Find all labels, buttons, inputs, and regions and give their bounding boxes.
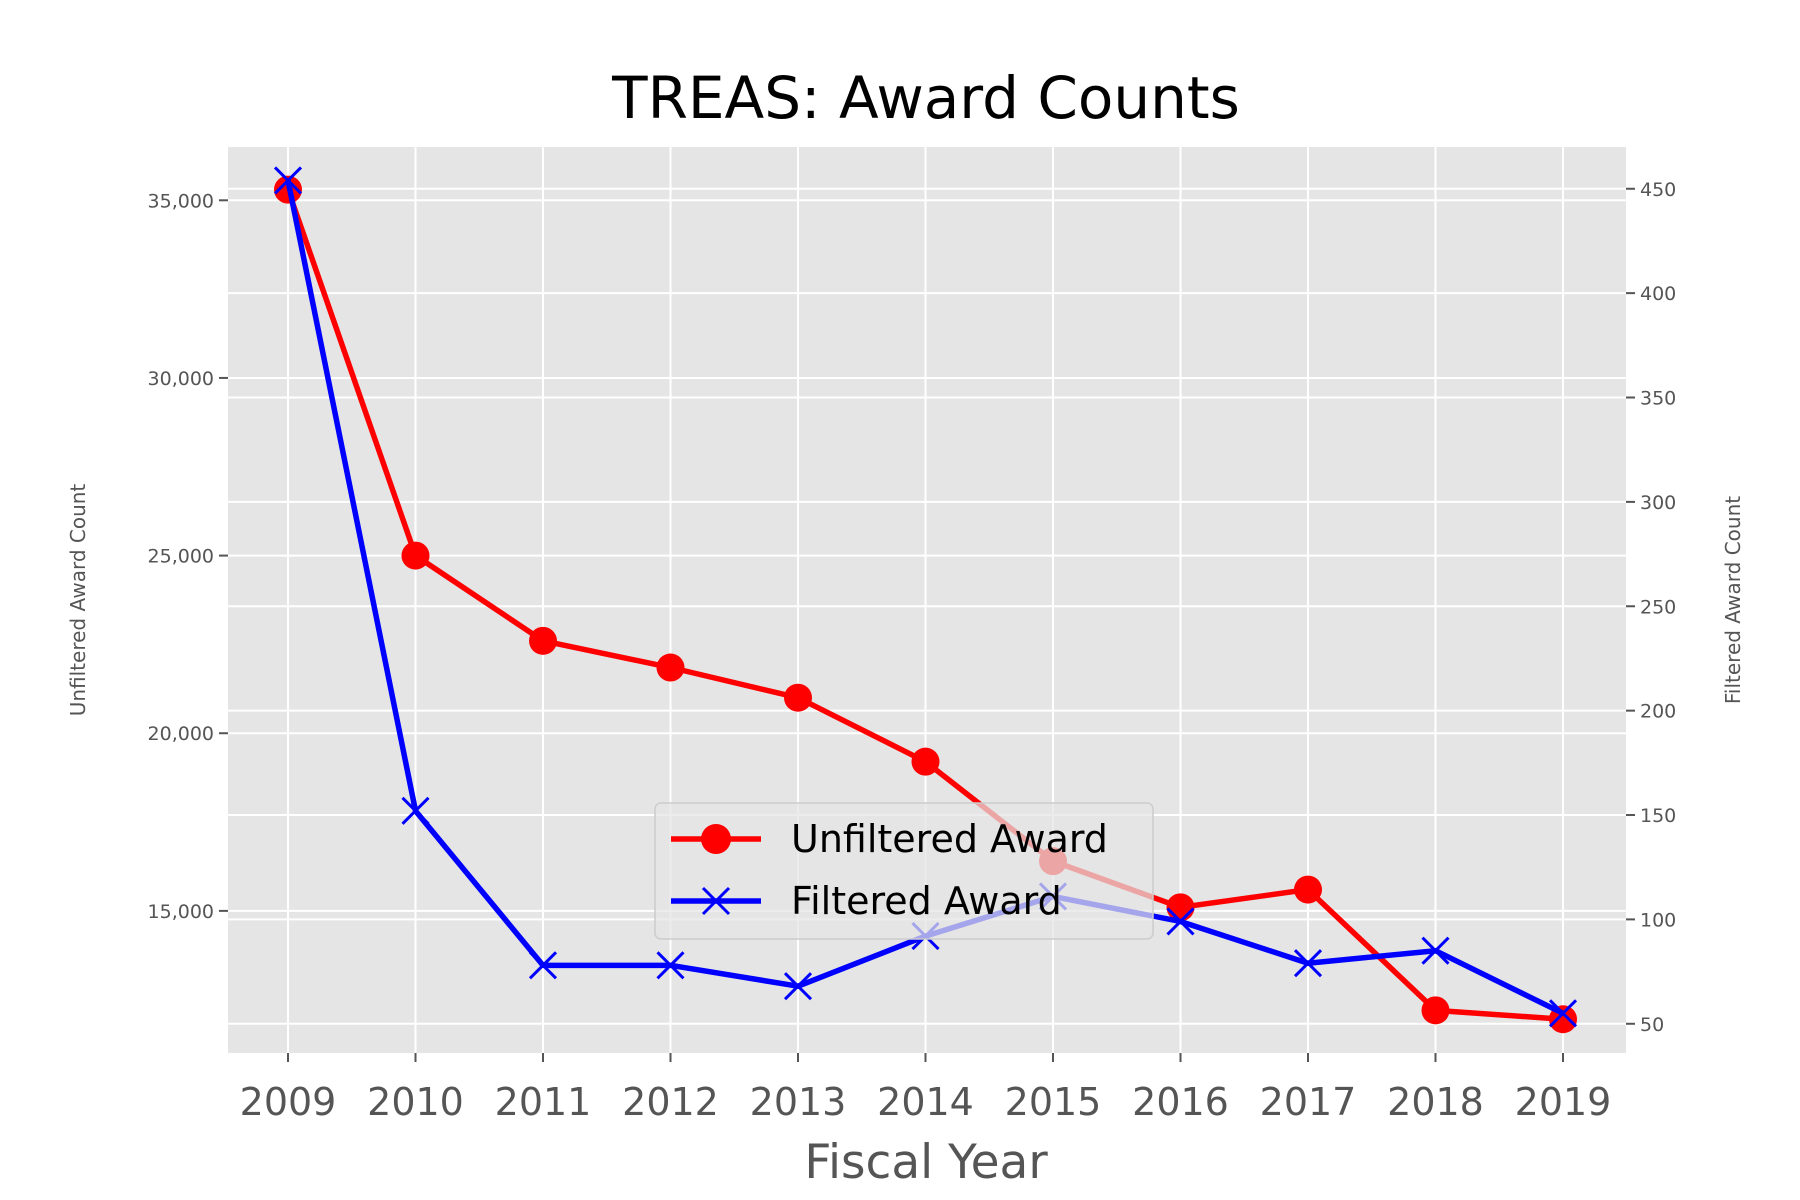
filtered-award-point [1421,936,1450,965]
x-tick-label: 2018 [1387,1080,1484,1124]
left-y-axis-label: Unfiltered Award Count [66,484,90,717]
unfiltered-award-point [911,747,940,776]
left-y-tick-label: 15,000 [148,901,214,923]
filtered-award-point [1293,949,1323,978]
unfiltered-award-point [529,626,557,655]
x-tick-label: 2010 [367,1080,464,1124]
chart-title: TREAS: Award Counts [611,64,1240,132]
filtered-award-point [1548,999,1578,1028]
right-y-tick-label: 50 [1640,1014,1664,1036]
unfiltered-award-point [1294,875,1322,904]
x-tick-label: 2011 [495,1080,592,1124]
x-marker-stroke [273,166,303,195]
right-y-tick-label: 200 [1640,701,1676,723]
right-y-tick-label: 300 [1640,492,1676,514]
right-y-tick-label: 350 [1640,388,1676,410]
x-marker-stroke [401,796,430,825]
x-tick-label: 2016 [1132,1080,1229,1124]
x-tick-label: 2017 [1260,1080,1357,1124]
x-axis-label: Fiscal Year [804,1135,1048,1190]
x-marker-stroke [1293,949,1323,978]
unfiltered-award-point [656,653,685,682]
x-tick-label: 2015 [1005,1080,1102,1124]
x-marker-stroke [1421,936,1450,965]
unfiltered-award-point [401,541,430,570]
legend-label-filtered-award: Filtered Award [791,879,1062,923]
right-y-tick-label: 400 [1640,283,1676,305]
x-marker-stroke [1166,907,1195,936]
filtered-award-point [1166,907,1195,936]
legend-box [654,802,1154,940]
unfiltered-award-point [784,683,812,712]
x-marker-stroke [528,951,558,980]
x-marker-stroke [783,972,813,1001]
left-y-axis: 15,000 20,000 25,000 30,000 35,000 [148,190,228,923]
left-y-tick-label: 25,000 [148,546,214,568]
unfiltered-award-point [1421,996,1450,1025]
filtered-award-point [273,166,303,195]
right-y-axis-label: Filtered Award Count [1721,496,1745,704]
legend: Unfiltered Award Filtered Award [654,802,1154,940]
right-y-tick-label: 150 [1640,805,1676,827]
x-marker-stroke [1548,999,1578,1028]
x-tick-label: 2009 [240,1080,337,1124]
x-tick-label: 2014 [877,1080,974,1124]
legend-swatch-marker [701,886,731,916]
filtered-award-point [401,796,430,825]
x-tick-label: 2012 [622,1080,719,1124]
filtered-award-point [656,951,685,980]
x-tick-label: 2019 [1515,1080,1612,1124]
filtered-award-point [783,972,813,1001]
x-marker-stroke [701,886,731,916]
filtered-award-point [528,951,558,980]
grid-lines [228,147,1626,1053]
legend-label-unfiltered-award: Unfiltered Award [791,817,1108,861]
right-y-tick-label: 450 [1640,179,1676,201]
legend-swatch-marker [701,824,731,854]
right-y-axis: 50 100 150 200 250 300 350 400 450 [1626,179,1676,1036]
x-marker-stroke [656,951,685,980]
right-y-tick-label: 100 [1640,909,1676,931]
left-y-tick-label: 30,000 [148,368,214,390]
x-tick-label: 2013 [750,1080,847,1124]
right-y-tick-label: 250 [1640,596,1676,618]
left-y-tick-label: 35,000 [148,190,214,212]
left-y-tick-label: 20,000 [148,723,214,745]
x-axis: 2009 2010 2011 2012 2013 2014 2015 2016 2017 2018… [240,1053,1612,1124]
